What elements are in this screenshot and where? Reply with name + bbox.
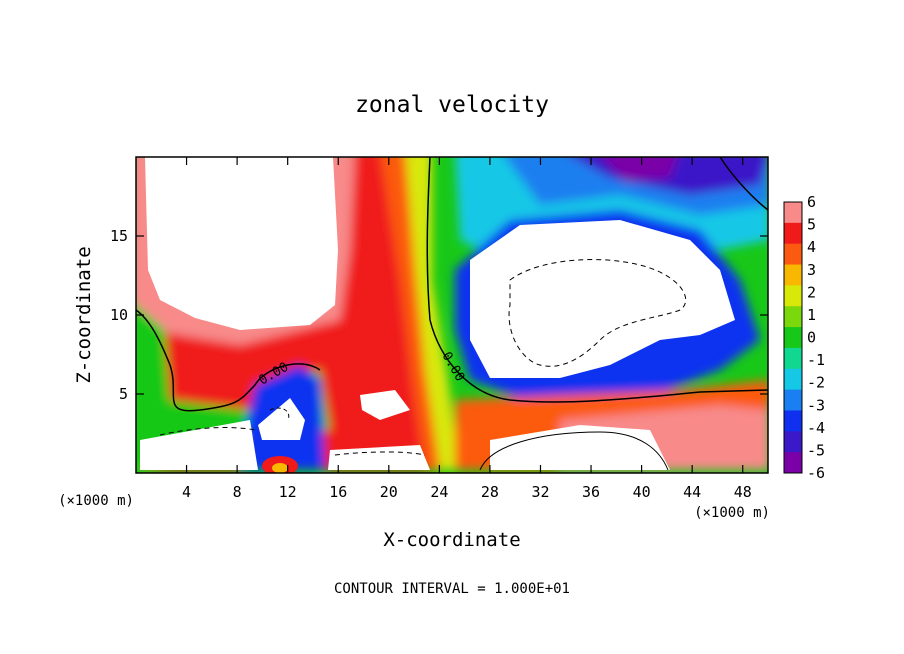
- x-tick-label: 44: [683, 483, 701, 501]
- x-tick-label: 40: [633, 483, 651, 501]
- colorbar-frame: [783, 201, 803, 474]
- colorbar-swatch: [784, 347, 802, 370]
- colorbar-swatch: [784, 431, 802, 453]
- y-tick-label: 10: [110, 306, 128, 324]
- colorbar-tick-label: 5: [807, 216, 816, 234]
- colorbar-tick-label: -6: [807, 464, 825, 482]
- x-tick-label: 16: [329, 483, 347, 501]
- colorbar-swatch: [784, 264, 802, 286]
- x-unit-note-left: (×1000 m): [58, 493, 134, 509]
- x-unit-note-right: (×1000 m): [694, 505, 770, 521]
- colorbar-swatch: [784, 452, 802, 474]
- colorbar-tick-label: 2: [807, 283, 816, 301]
- colorbar-tick-label: -1: [807, 351, 825, 369]
- colorbar: 6 5 4 3 2 1 0 -1 -2 -3 -4 -5 -6: [783, 193, 825, 482]
- colorbar-tick-label: 6: [807, 193, 816, 211]
- x-axis-label: X-coordinate: [383, 529, 520, 551]
- heatmap-field: [136, 157, 768, 473]
- y-tick-label: 15: [110, 227, 128, 245]
- y-axis-label: Z-coordinate: [73, 246, 95, 383]
- colorbar-swatch: [784, 243, 802, 266]
- colorbar-tick-label: 1: [807, 306, 816, 324]
- colorbar-swatch: [784, 306, 802, 328]
- x-tick-label: 4: [182, 483, 191, 501]
- colorbar-swatch: [784, 202, 802, 224]
- x-tick-label: 8: [233, 483, 242, 501]
- colorbar-swatch: [784, 368, 802, 391]
- colorbar-swatch: [784, 327, 802, 349]
- x-tick-label: 24: [430, 483, 448, 501]
- colorbar-tick-label: -4: [807, 419, 825, 437]
- chart-title: zonal velocity: [355, 92, 549, 118]
- x-tick-label: 32: [531, 483, 549, 501]
- x-tick-label: 12: [279, 483, 297, 501]
- colorbar-tick-label: 0: [807, 329, 816, 347]
- y-tick-label: 5: [119, 385, 128, 403]
- y-axis: 5 10 15: [110, 227, 768, 403]
- colorbar-swatch: [784, 389, 802, 411]
- colorbar-tick-label: -5: [807, 441, 825, 459]
- colorbar-tick-label: -3: [807, 396, 825, 414]
- colorbar-tick-label: 4: [807, 238, 816, 256]
- colorbar-tick-label: 3: [807, 261, 816, 279]
- colorbar-swatch: [784, 222, 802, 245]
- x-tick-label: 28: [481, 483, 499, 501]
- x-tick-label: 20: [380, 483, 398, 501]
- colorbar-swatch: [784, 410, 802, 432]
- x-axis: 4 8 12 16 20 24 28 32 36 40 44 48: [182, 157, 752, 501]
- x-tick-label: 36: [582, 483, 600, 501]
- contour-interval-note: CONTOUR INTERVAL = 1.000E+01: [334, 581, 570, 597]
- colorbar-swatch: [784, 285, 802, 307]
- colorbar-tick-label: -2: [807, 374, 825, 392]
- x-tick-label: 48: [734, 483, 752, 501]
